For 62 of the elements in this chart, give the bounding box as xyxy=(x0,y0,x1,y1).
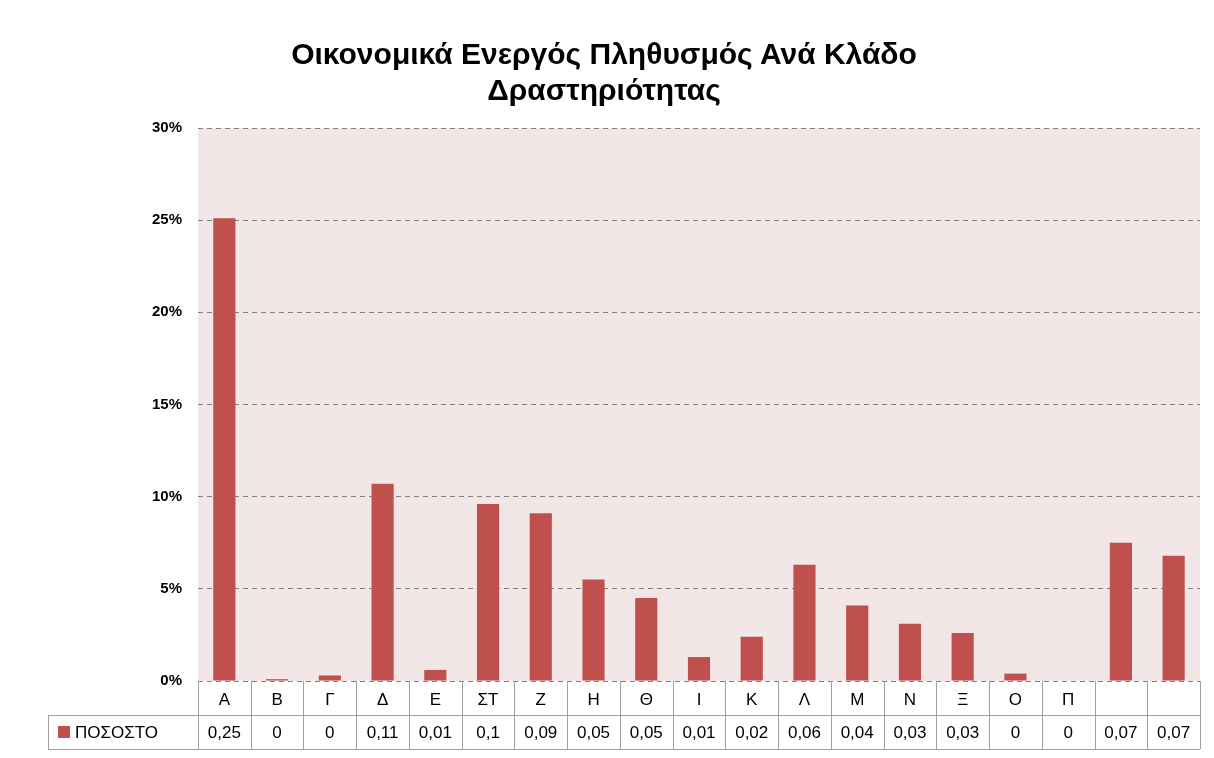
bar xyxy=(898,623,922,681)
x-tick-label: Μ xyxy=(850,689,865,709)
bar xyxy=(793,564,816,681)
x-tick-label: Λ xyxy=(798,689,811,709)
data-label: 0 xyxy=(272,722,282,742)
data-label: 0,05 xyxy=(576,722,611,742)
x-tick-label: Η xyxy=(587,689,600,709)
bar xyxy=(1109,542,1132,681)
y-tick-label: 20% xyxy=(151,302,182,320)
data-label: 0,25 xyxy=(207,722,241,742)
bar xyxy=(476,504,500,681)
data-label: 0,1 xyxy=(476,722,500,742)
data-label: 0,06 xyxy=(787,722,822,742)
bar xyxy=(1004,673,1027,681)
y-tick-label: 30% xyxy=(151,118,182,136)
data-label: 0 xyxy=(1063,722,1073,742)
x-tick-label: Κ xyxy=(746,689,759,709)
x-tick-label: Α xyxy=(218,689,231,709)
y-tick-label: 15% xyxy=(151,394,182,412)
y-tick-label: 5% xyxy=(160,578,182,596)
x-tick-label: Π xyxy=(1062,689,1075,709)
data-label: 0,07 xyxy=(1104,722,1138,742)
data-label: 0 xyxy=(325,722,335,742)
x-tick-label: Ν xyxy=(903,689,917,709)
bar xyxy=(687,657,711,681)
data-label: 0,07 xyxy=(1157,722,1191,742)
x-tick-label: Γ xyxy=(325,689,335,709)
y-tick-label: 25% xyxy=(151,210,182,228)
x-tick-label: Δ xyxy=(376,689,389,709)
data-label: 0,03 xyxy=(893,722,927,742)
data-label: 0,02 xyxy=(735,722,769,742)
data-label: 0,11 xyxy=(366,722,399,742)
bar xyxy=(951,633,974,681)
x-tick-label: Ζ xyxy=(535,689,546,709)
y-tick-label: 0% xyxy=(160,671,182,689)
bar xyxy=(424,669,447,681)
x-tick-label: Ε xyxy=(429,689,441,709)
x-tick-label: Β xyxy=(271,689,283,709)
data-label: 0,09 xyxy=(524,722,558,742)
bar xyxy=(213,218,236,681)
data-label: 0 xyxy=(1010,722,1021,742)
data-label: 0,04 xyxy=(840,722,874,742)
bar xyxy=(1162,555,1185,681)
bar xyxy=(846,605,869,681)
x-tick-label: Ξ xyxy=(957,689,969,709)
bar xyxy=(740,636,763,681)
chart-title: Οικονομικά Ενεργός Πληθυσμός Ανά Κλάδο Δραστηριότητας xyxy=(291,37,917,107)
data-label: 0,01 xyxy=(682,722,716,742)
x-tick-label: Ι xyxy=(696,689,702,709)
bar xyxy=(582,579,605,681)
y-tick-label: 10% xyxy=(151,486,182,504)
bar xyxy=(529,513,552,681)
bar xyxy=(635,598,658,681)
data-label: 0,01 xyxy=(418,722,452,742)
data-label: 0,03 xyxy=(946,722,980,742)
bar xyxy=(371,483,394,681)
x-tick-label: Ο xyxy=(1008,689,1023,709)
legend-label: ΠΟΣΟΣΤΟ xyxy=(75,722,159,742)
data-label: 0,05 xyxy=(629,722,663,742)
x-tick-label: ΣΤ xyxy=(477,689,499,709)
x-tick-label: Θ xyxy=(639,689,653,709)
bar xyxy=(318,675,341,681)
